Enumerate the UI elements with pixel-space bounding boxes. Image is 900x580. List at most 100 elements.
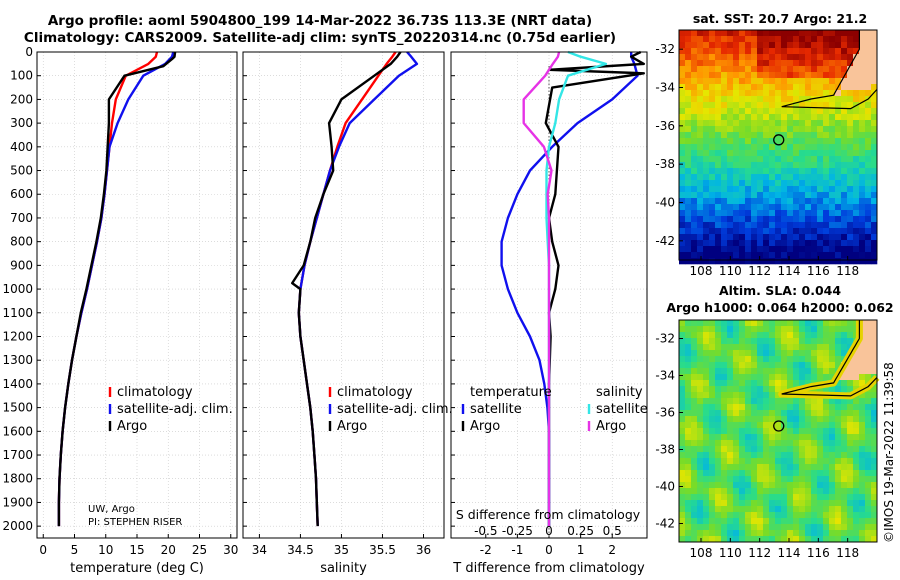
map-cell bbox=[721, 150, 728, 157]
map-cell bbox=[733, 252, 740, 259]
depth-tick-label: 400 bbox=[10, 140, 33, 154]
map-cell bbox=[835, 204, 842, 211]
map-cell bbox=[871, 536, 878, 543]
map-cell bbox=[841, 204, 848, 211]
map-cell bbox=[847, 108, 854, 115]
map-cell bbox=[817, 344, 824, 351]
map-cell bbox=[817, 476, 824, 483]
map-cell bbox=[781, 380, 788, 387]
map-cell bbox=[679, 114, 686, 121]
map-cell bbox=[769, 258, 776, 265]
map-cell bbox=[787, 434, 794, 441]
map-cell bbox=[859, 150, 866, 157]
map-cell bbox=[679, 138, 686, 145]
map-cell bbox=[781, 500, 788, 507]
map-cell bbox=[859, 162, 866, 169]
map-cell bbox=[859, 482, 866, 489]
map-cell bbox=[763, 518, 770, 525]
map-cell bbox=[751, 60, 758, 67]
map-cell bbox=[727, 500, 734, 507]
map-cell bbox=[781, 530, 788, 537]
map-cell bbox=[835, 96, 842, 103]
map-cell bbox=[685, 126, 692, 133]
map-cell bbox=[853, 222, 860, 229]
map-cell bbox=[805, 132, 812, 139]
map-lon-label: 118 bbox=[836, 546, 859, 560]
map-cell bbox=[847, 48, 854, 55]
map-cell bbox=[757, 126, 764, 133]
map-cell bbox=[757, 488, 764, 495]
map-cell bbox=[865, 428, 872, 435]
map-cell bbox=[733, 440, 740, 447]
map-cell bbox=[865, 464, 872, 471]
map-cell bbox=[871, 198, 878, 205]
map-cell bbox=[739, 356, 746, 363]
map-cell bbox=[823, 36, 830, 43]
map-cell bbox=[775, 228, 782, 235]
map-cell bbox=[739, 416, 746, 423]
map-cell bbox=[757, 132, 764, 139]
map-cell bbox=[775, 60, 782, 67]
map-cell bbox=[853, 530, 860, 537]
map-cell bbox=[679, 72, 686, 79]
map-cell bbox=[763, 30, 770, 37]
map-cell bbox=[871, 42, 878, 49]
map-cell bbox=[775, 258, 782, 265]
map-cell bbox=[859, 380, 866, 387]
x-tick-label: 35.5 bbox=[369, 543, 396, 557]
map-cell bbox=[715, 470, 722, 477]
map-cell bbox=[793, 60, 800, 67]
map-cell bbox=[853, 192, 860, 199]
map-cell bbox=[811, 180, 818, 187]
map-cell bbox=[847, 132, 854, 139]
map-cell bbox=[691, 422, 698, 429]
map-cell bbox=[865, 222, 872, 229]
map-cell bbox=[817, 368, 824, 375]
map-cell bbox=[691, 500, 698, 507]
map-cell bbox=[781, 536, 788, 543]
map-cell bbox=[703, 512, 710, 519]
map-cell bbox=[817, 482, 824, 489]
map-cell bbox=[751, 108, 758, 115]
map-cell bbox=[733, 464, 740, 471]
map-cell bbox=[835, 60, 842, 67]
map-cell bbox=[775, 398, 782, 405]
map-cell bbox=[775, 494, 782, 501]
map-cell bbox=[703, 198, 710, 205]
map-cell bbox=[703, 48, 710, 55]
map-cell bbox=[871, 138, 878, 145]
map-cell bbox=[721, 482, 728, 489]
map-cell bbox=[871, 500, 878, 507]
map-cell bbox=[799, 228, 806, 235]
map-cell bbox=[871, 96, 878, 103]
map-cell bbox=[757, 150, 764, 157]
map-cell bbox=[709, 434, 716, 441]
map-cell bbox=[739, 258, 746, 265]
map-cell bbox=[715, 320, 722, 327]
map-cell bbox=[817, 114, 824, 121]
map-cell bbox=[715, 374, 722, 381]
map-cell bbox=[835, 228, 842, 235]
map-cell bbox=[739, 470, 746, 477]
map-cell bbox=[697, 78, 704, 85]
map-cell bbox=[865, 488, 872, 495]
map-cell bbox=[745, 530, 752, 537]
map-cell bbox=[691, 452, 698, 459]
map-cell bbox=[679, 350, 686, 357]
map-cell bbox=[859, 434, 866, 441]
map-cell bbox=[793, 434, 800, 441]
map-cell bbox=[733, 362, 740, 369]
map-cell bbox=[739, 66, 746, 73]
map-cell bbox=[685, 452, 692, 459]
map-cell bbox=[799, 458, 806, 465]
map-cell bbox=[853, 168, 860, 175]
map-cell bbox=[745, 222, 752, 229]
map-cell bbox=[775, 458, 782, 465]
map-cell bbox=[697, 102, 704, 109]
map-cell bbox=[703, 470, 710, 477]
map-cell bbox=[715, 362, 722, 369]
map-cell bbox=[871, 392, 878, 399]
map-cell bbox=[691, 210, 698, 217]
map-cell bbox=[835, 174, 842, 181]
map-cell bbox=[793, 90, 800, 97]
